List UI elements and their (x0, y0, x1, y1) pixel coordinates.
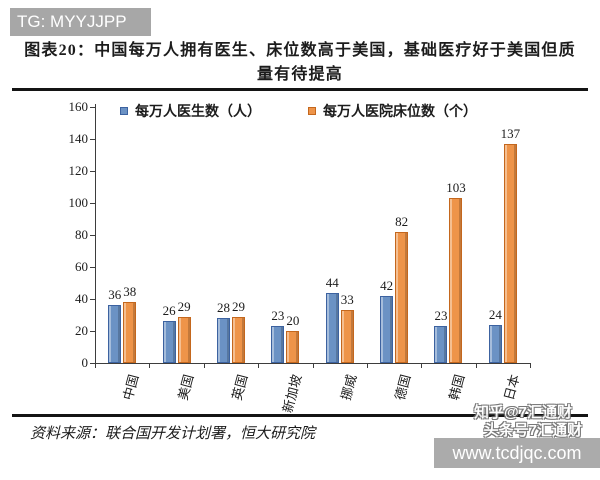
bar-value-label: 33 (340, 292, 354, 307)
x-tick-mark (258, 364, 260, 368)
y-tick-mark (90, 363, 95, 364)
y-tick-mark (90, 107, 95, 108)
y-tick-label: 40 (75, 291, 88, 306)
beds-bar (340, 310, 354, 363)
chart-title: 图表20：中国每万人拥有医生、床位数高于美国，基础医疗好于美国但质 量有待提高 (20, 39, 580, 87)
doctors-bar (271, 326, 285, 363)
y-tick-mark (90, 139, 95, 140)
bar-value-label: 137 (500, 126, 521, 141)
y-tick-mark (90, 299, 95, 300)
beds-bar (177, 317, 191, 363)
x-tick-mark (312, 364, 314, 368)
chart-title-line1: 图表20：中国每万人拥有医生、床位数高于美国，基础医疗好于美国但质 (24, 42, 576, 59)
watermark-toutiao: 头条号7汇通财 (483, 422, 582, 439)
beds-bar (395, 232, 409, 363)
x-tick-mark (149, 364, 151, 368)
bar-value-label: 20 (286, 313, 300, 328)
legend-item-beds: 每万人医院床位数（个） (308, 101, 477, 121)
y-tick-mark (90, 331, 95, 332)
bar-value-label: 29 (231, 299, 245, 314)
x-tick-mark (475, 364, 477, 368)
x-tick-mark (421, 364, 423, 368)
bar-value-label: 26 (162, 303, 176, 318)
bar-value-label: 24 (488, 307, 502, 322)
y-tick-mark (90, 203, 95, 204)
doctors-series-swatch (120, 107, 128, 115)
watermark-url: www.tcdjqc.com (452, 443, 582, 463)
y-tick-label: 140 (68, 131, 89, 146)
y-tick-label: 160 (68, 99, 89, 114)
x-tick-mark (203, 364, 205, 368)
doctors-bar (216, 318, 230, 363)
y-tick-label: 20 (75, 323, 88, 338)
x-category-label: 韩国 (446, 372, 468, 402)
beds-series-label: 每万人医院床位数（个） (323, 105, 477, 120)
bar-value-label: 23 (271, 308, 285, 323)
beds-bar (286, 331, 300, 363)
x-tick-mark (530, 364, 531, 368)
doctors-bar (162, 321, 176, 363)
beds-series-swatch (308, 107, 316, 115)
doctors-bar (108, 305, 122, 363)
legend-item-doctors: 每万人医生数（人） (120, 101, 261, 121)
y-tick-mark (90, 267, 95, 268)
y-tick-label: 100 (68, 195, 89, 210)
chart-title-line2: 量有待提高 (256, 66, 343, 83)
doctors-bar (434, 326, 448, 363)
source-note: 资料来源：联合国开发计划署，恒大研究院 (30, 426, 316, 442)
doctors-series-label: 每万人医生数（人） (135, 105, 261, 120)
bottom-divider (12, 414, 588, 417)
bar-value-label: 23 (434, 308, 448, 323)
x-axis-line (95, 363, 531, 364)
bar-value-label: 44 (325, 275, 339, 290)
bar-value-label: 29 (177, 299, 191, 314)
y-tick-label: 60 (75, 259, 88, 274)
y-tick-label: 80 (75, 227, 88, 242)
beds-bar (231, 317, 245, 363)
y-tick-label: 120 (68, 163, 89, 178)
beds-bar (503, 144, 517, 363)
beds-bar (449, 198, 463, 363)
bar-value-label: 103 (446, 180, 466, 195)
x-category-label: 德国 (392, 372, 414, 402)
top-divider (12, 88, 588, 91)
x-category-label: 挪威 (337, 372, 360, 402)
doctors-bar (488, 325, 502, 363)
y-tick-mark (90, 171, 95, 172)
x-tick-mark (366, 364, 368, 368)
bar-value-label: 82 (395, 214, 409, 229)
beds-bar (123, 302, 137, 363)
y-tick-label: 0 (81, 355, 89, 370)
y-tick-mark (90, 235, 95, 236)
watermark-url-box: www.tcdjqc.com (434, 438, 600, 468)
bar-value-label: 38 (123, 284, 137, 299)
bar-value-label: 36 (108, 287, 122, 302)
tg-banner-text: TG: MYYJJPP (17, 12, 127, 31)
tg-banner: TG: MYYJJPP (10, 8, 151, 36)
doctors-bar (380, 296, 394, 363)
y-axis-line (95, 104, 96, 364)
doctors-bar (325, 293, 339, 363)
bar-value-label: 28 (216, 300, 230, 315)
bar-value-label: 42 (380, 278, 394, 293)
x-tick-mark (95, 364, 96, 368)
watermark-zhihu: 知乎@7汇通财 (474, 404, 572, 421)
